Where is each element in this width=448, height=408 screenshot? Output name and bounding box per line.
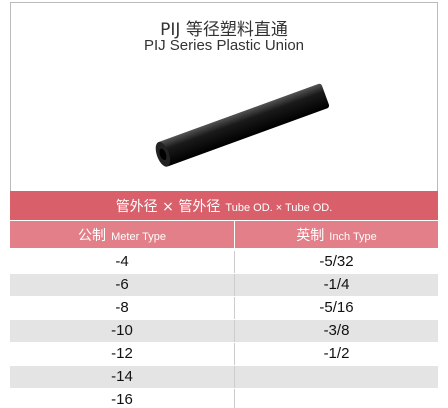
- metric-cell: -12: [10, 343, 235, 365]
- column-headers: 公制 Meter Type 英制 Inch Type: [10, 221, 438, 248]
- inch-cell: -1/4: [323, 276, 350, 293]
- metric-cell: -10: [10, 320, 235, 342]
- column-en: Inch Type: [329, 231, 377, 243]
- table-row: -10 -3/8: [10, 320, 438, 343]
- product-panel: PIJ 等径塑料直通 PIJ Series Plastic Union: [10, 2, 438, 191]
- metric-cell: -8: [10, 297, 235, 319]
- inch-cell: -1/2: [323, 345, 350, 362]
- metric-cell: -16: [10, 389, 235, 408]
- table-heading: 管外径 × 管外径 Tube OD. × Tube OD.: [10, 191, 438, 220]
- table-row: -4 -5/32: [10, 251, 438, 274]
- heading-cn: 管外径 × 管外径: [115, 199, 221, 215]
- inch-cell: -3/8: [323, 322, 350, 339]
- table-row: -14: [10, 366, 438, 389]
- inch-cell: [235, 389, 438, 408]
- column-cn: 公制: [78, 228, 107, 244]
- table-row: -6 -1/4: [10, 274, 438, 297]
- column-en: Meter Type: [111, 231, 166, 243]
- metric-cell: -4: [10, 251, 235, 273]
- inch-cell: -5/32: [319, 253, 354, 270]
- title: PIJ 等径塑料直通: [160, 20, 288, 40]
- subtitle: PIJ Series Plastic Union: [143, 37, 305, 54]
- column-header: 公制 Meter Type: [10, 221, 235, 248]
- table-row: -12 -1/2: [10, 343, 438, 366]
- metric-cell: -14: [10, 366, 235, 388]
- table-row: -8 -5/16: [10, 297, 438, 320]
- metric-cell: -6: [10, 274, 235, 296]
- product-image: [155, 83, 330, 167]
- inch-cell: [235, 366, 438, 388]
- column-header: 英制 Inch Type: [235, 221, 438, 248]
- inch-cell: -5/16: [319, 299, 354, 316]
- column-cn: 英制: [296, 228, 325, 244]
- heading-en: Tube OD. × Tube OD.: [225, 202, 333, 214]
- table-row: -16: [10, 389, 438, 408]
- table-body: -4 -5/32 -6 -1/4 -8 -5/16 -10 -3/8 -12 -1/2 -14 -16: [10, 251, 438, 408]
